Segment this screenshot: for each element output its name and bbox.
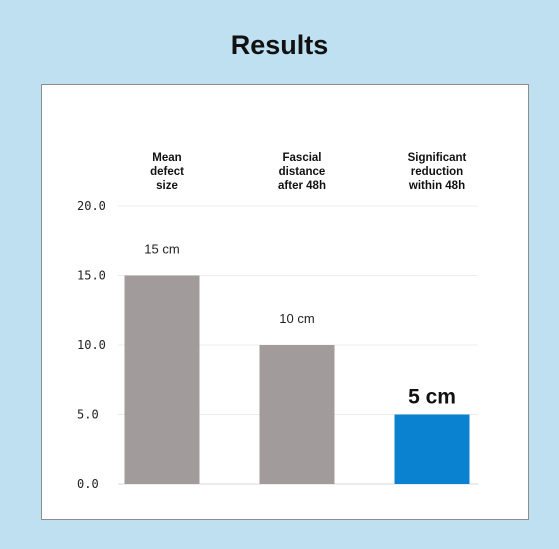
bar (394, 414, 470, 484)
y-tick-label: 15.0 (77, 269, 106, 283)
category-label: within 48h (408, 180, 465, 192)
y-tick-label: 10.0 (77, 338, 106, 352)
chart-title: Results (230, 30, 329, 60)
category-label: distance (279, 166, 326, 178)
data-label: 5 cm (408, 386, 456, 409)
bar (124, 275, 200, 484)
data-label: 15 cm (144, 242, 179, 257)
bar (259, 345, 335, 484)
category-label: after 48h (278, 180, 326, 192)
data-label: 10 cm (279, 311, 314, 326)
y-tick-label: 0.0 (77, 477, 99, 491)
y-tick-label: 20.0 (77, 199, 106, 213)
category-label: Significant (408, 152, 467, 164)
category-label: defect (150, 166, 184, 178)
category-label: size (156, 180, 178, 192)
category-label: Mean (152, 152, 181, 164)
category-label: reduction (411, 166, 463, 178)
y-tick-label: 5.0 (77, 408, 99, 422)
category-label: Fascial (283, 152, 322, 164)
